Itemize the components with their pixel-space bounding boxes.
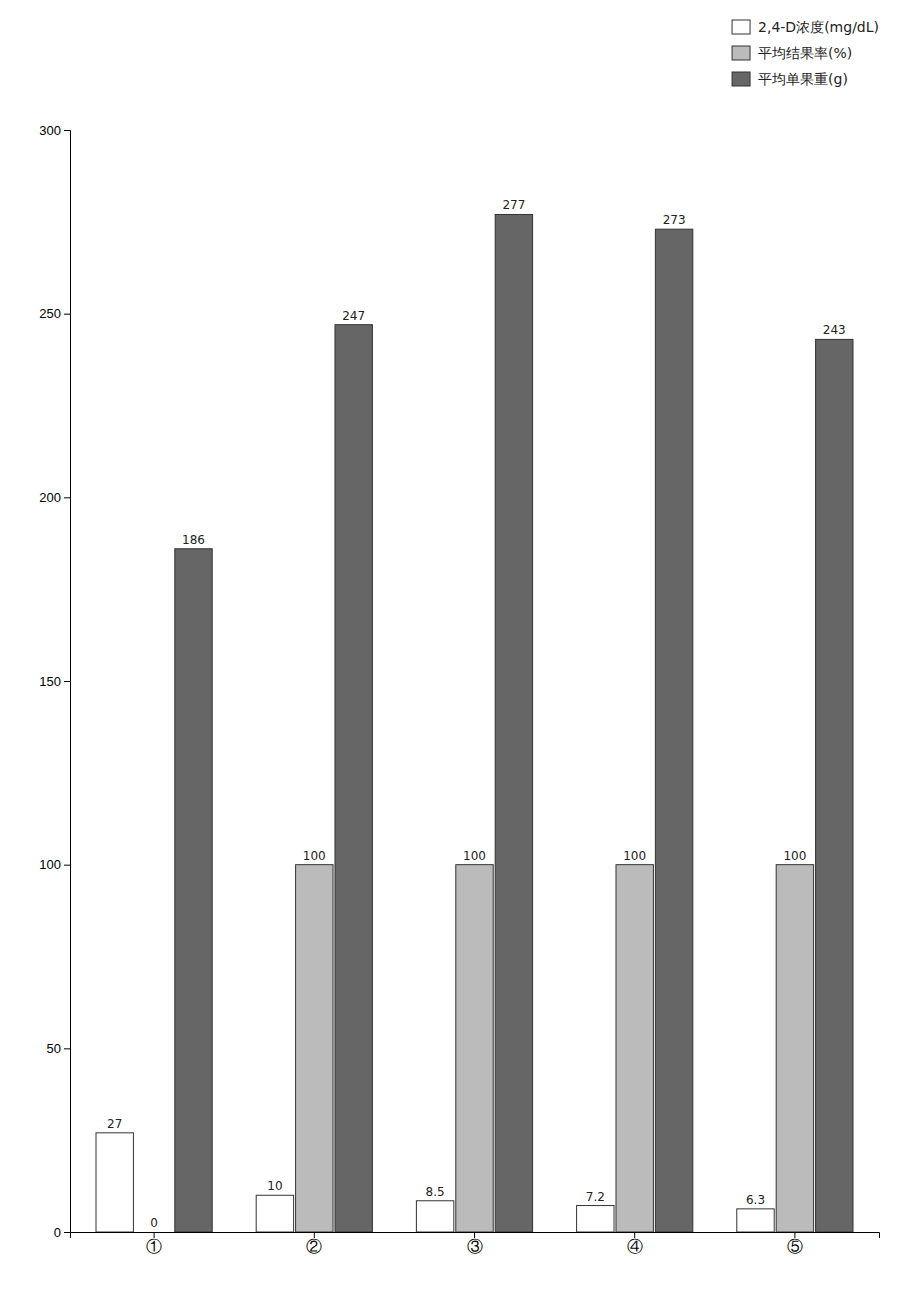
- bar: [456, 865, 493, 1232]
- plot: 0 50 100 150 200 250 300 ① ② ③ ④ ⑤ 27 10 8.5 7.2 6.3 0 100…: [39, 123, 879, 1256]
- data-label: 243: [823, 323, 846, 337]
- y-tick-label: 0: [54, 1225, 61, 1240]
- bar: [175, 549, 212, 1232]
- x-tick-mark: [474, 1232, 475, 1238]
- y-tick-mark: [64, 865, 70, 866]
- data-label: 277: [502, 198, 525, 212]
- bar: [776, 865, 813, 1232]
- data-label: 186: [182, 533, 205, 547]
- legend-label: 2,4-D浓度(mg/dL): [758, 19, 879, 35]
- y-tick-label: 200: [39, 490, 61, 505]
- legend-item: 2,4-D浓度(mg/dL): [732, 19, 879, 35]
- y-tick: 50: [47, 1041, 70, 1056]
- y-tick-mark: [64, 314, 70, 315]
- bar: [96, 1133, 133, 1232]
- legend: 2,4-D浓度(mg/dL) 平均结果率(%) 平均单果重(g): [732, 19, 879, 87]
- legend-item: 平均结果率(%): [732, 45, 852, 61]
- y-tick-label: 100: [39, 857, 61, 872]
- legend-swatch: [732, 72, 750, 86]
- data-label: 27: [107, 1117, 122, 1131]
- bar: [816, 339, 853, 1232]
- y-tick-label: 250: [39, 306, 61, 321]
- x-tick: ②: [306, 1232, 322, 1255]
- legend-label: 平均结果率(%): [758, 45, 852, 61]
- y-tick: 0: [54, 1225, 70, 1240]
- x-tick-label: ②: [306, 1238, 322, 1255]
- data-label: 100: [623, 849, 646, 863]
- x-tick-mark: [154, 1232, 155, 1238]
- y-tick: 200: [39, 490, 70, 505]
- y-tick-label: 150: [39, 674, 61, 689]
- y-tick-mark: [64, 1232, 70, 1233]
- x-tick-mark: [634, 1232, 635, 1238]
- y-tick-mark: [64, 1048, 70, 1049]
- x-tick-mark: [314, 1232, 315, 1238]
- bar: [296, 865, 333, 1232]
- x-tick-mark: [794, 1232, 795, 1238]
- x-tick-label: ④: [627, 1238, 643, 1255]
- x-tick: ①: [146, 1232, 162, 1255]
- bar: [135, 1232, 172, 1233]
- bar: [256, 1195, 293, 1232]
- bar: [737, 1209, 774, 1232]
- bar: [416, 1201, 453, 1232]
- x-tick-label: ⑤: [787, 1238, 803, 1255]
- axis-domain: [64, 131, 71, 1233]
- y-tick: 100: [39, 857, 70, 872]
- y-tick-label: 300: [39, 123, 61, 138]
- x-tick: ③: [467, 1232, 483, 1255]
- bars: [96, 214, 853, 1232]
- x-tick-label: ③: [467, 1238, 483, 1255]
- bar: [577, 1206, 614, 1232]
- y-tick: 300: [39, 123, 70, 138]
- bar: [335, 325, 372, 1232]
- legend-swatch: [732, 20, 750, 34]
- data-label: 6.3: [746, 1193, 765, 1207]
- x-tick: ⑤: [787, 1232, 803, 1255]
- data-label: 0: [150, 1216, 158, 1230]
- legend-item: 平均单果重(g): [732, 71, 848, 87]
- data-labels: 27 10 8.5 7.2 6.3 0 100 100 100 100 186 247 277 273 24…: [107, 198, 846, 1230]
- data-label: 8.5: [426, 1185, 445, 1199]
- y-tick: 250: [39, 306, 70, 321]
- legend-label: 平均单果重(g): [758, 71, 848, 87]
- y-tick-mark: [64, 130, 70, 131]
- x-tick-label: ①: [146, 1238, 162, 1255]
- y-tick-mark: [64, 497, 70, 498]
- chart: 0 50 100 150 200 250 300 ① ② ③ ④ ⑤ 27 10 8.5 7.2 6.3 0 100…: [0, 0, 919, 1302]
- data-label: 273: [663, 213, 686, 227]
- bar: [616, 865, 653, 1232]
- x-tick: ④: [627, 1232, 643, 1255]
- data-label: 100: [463, 849, 486, 863]
- legend-swatch: [732, 46, 750, 60]
- y-tick: 150: [39, 674, 70, 689]
- data-label: 100: [303, 849, 326, 863]
- bar: [495, 214, 532, 1232]
- data-label: 10: [267, 1179, 282, 1193]
- y-axis: 0 50 100 150 200 250 300: [39, 123, 70, 1240]
- data-label: 7.2: [586, 1190, 605, 1204]
- bar: [655, 229, 692, 1232]
- y-tick-label: 50: [47, 1041, 61, 1056]
- data-label: 247: [342, 309, 365, 323]
- axis-domain: [71, 1233, 880, 1239]
- x-axis: ① ② ③ ④ ⑤: [71, 1232, 880, 1255]
- y-tick-mark: [64, 681, 70, 682]
- data-label: 100: [783, 849, 806, 863]
